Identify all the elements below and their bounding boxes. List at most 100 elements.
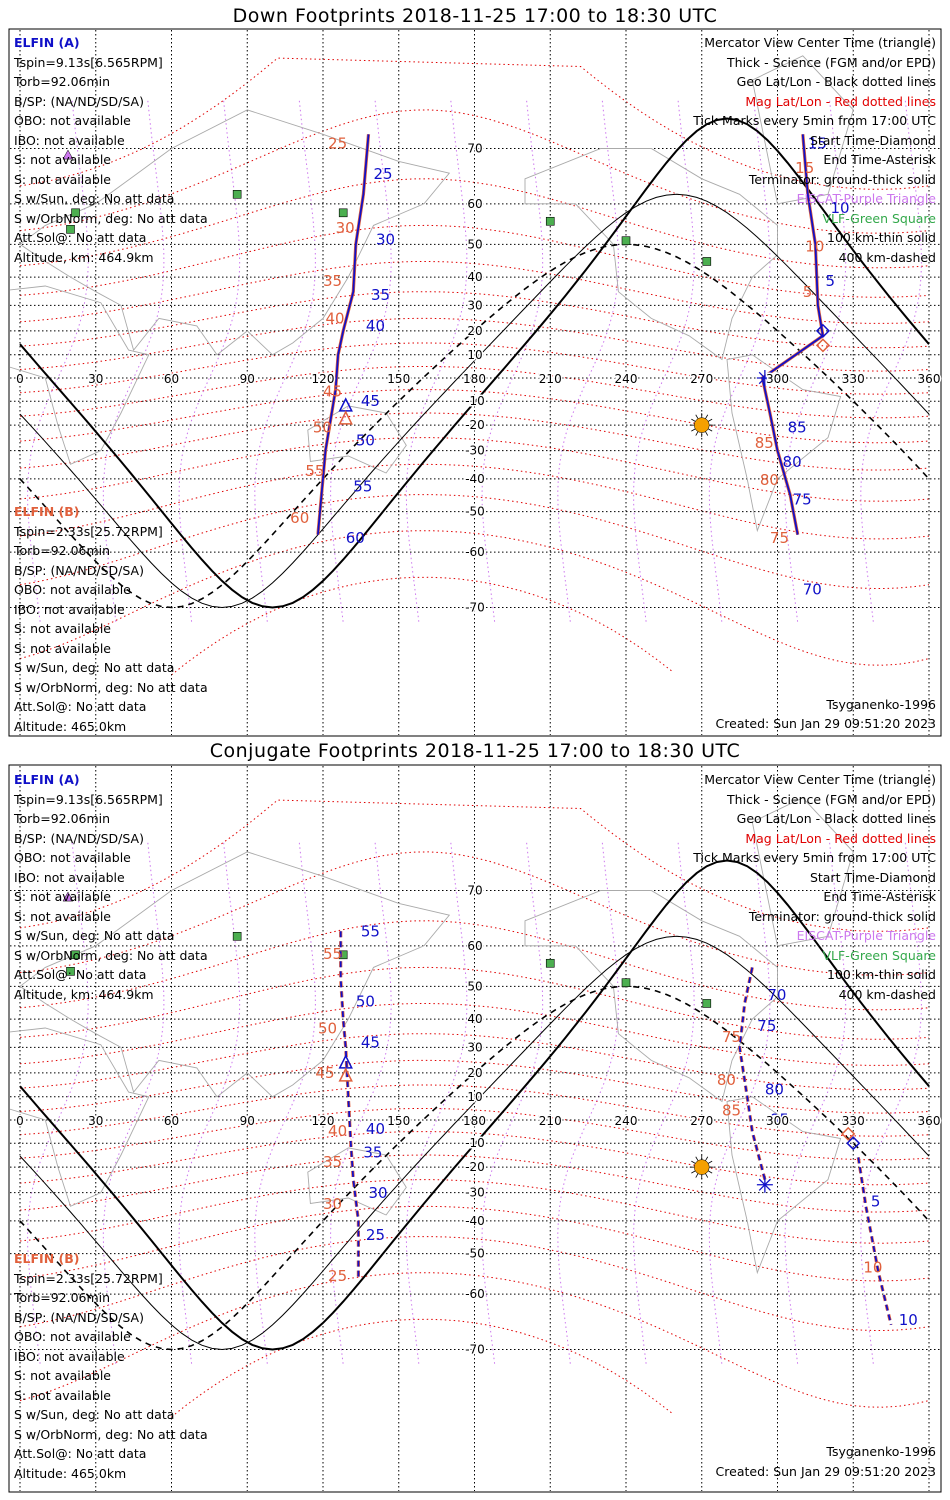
legend-center-time: Mercator View Center Time (triangle) bbox=[704, 772, 936, 787]
start-time-diamond bbox=[815, 338, 831, 353]
elfin-a-track-3 bbox=[857, 1157, 892, 1326]
lat-tick-label: -50 bbox=[465, 505, 485, 519]
center-time-triangle-b bbox=[338, 1067, 353, 1082]
elfin-a-track bbox=[317, 134, 370, 535]
elfin-a-tick-label: 85 bbox=[788, 419, 807, 437]
mag-latitude-line bbox=[19, 1033, 930, 1091]
mag-latitude-line bbox=[19, 291, 930, 349]
mag-latitude-line bbox=[19, 1003, 930, 1066]
lat-tick-label: 40 bbox=[467, 270, 482, 284]
map-down-footprints: 2530354045505560510157075808525303540455… bbox=[8, 28, 942, 737]
legend-start: Start Time-Diamond bbox=[809, 132, 936, 148]
vlf-station-square bbox=[545, 216, 555, 226]
elfin-a-tick-label: 50 bbox=[356, 993, 375, 1011]
legend-ticks: Tick Marks every 5min from 17:00 UTC bbox=[693, 850, 936, 865]
elfin-b-tick-label: 15 bbox=[795, 159, 814, 177]
sat-b-ibo: IBO: not available bbox=[14, 1348, 125, 1364]
elfin-b-tick-label: 30 bbox=[336, 219, 355, 237]
terminator-100km bbox=[19, 935, 930, 1351]
mag-latitude-line bbox=[19, 261, 930, 324]
lat-tick-label: -20 bbox=[465, 1160, 485, 1174]
sat-a-swsun: S w/Sun, deg: No att data bbox=[14, 928, 175, 943]
lat-tick-label: 60 bbox=[467, 197, 482, 211]
elfin-b-tick-label: 10 bbox=[863, 1259, 882, 1277]
elfin-a-tick-label: 85 bbox=[770, 1111, 789, 1129]
lon-tick-label: 90 bbox=[240, 372, 255, 386]
elfin-b-tick-label: 50 bbox=[313, 419, 332, 437]
elfin-b-tick-label: 80 bbox=[760, 471, 779, 489]
lat-tick-label: 60 bbox=[467, 939, 482, 953]
elfin-b-tick-label: 85 bbox=[722, 1101, 741, 1119]
elfin-a-tick-label: 50 bbox=[356, 431, 375, 449]
sat-a-ibo: IBO: not available bbox=[14, 869, 125, 885]
sat-a-obo: OBO: not available bbox=[14, 850, 131, 865]
sat-b-tspin: Tspin=2.33s[25.72RPM] bbox=[14, 1270, 163, 1286]
sun-ray bbox=[707, 1170, 713, 1174]
sat-a-s2: S: not available bbox=[14, 171, 111, 187]
lon-tick-label: 0 bbox=[16, 1114, 24, 1128]
sat-a-info-down: ELFIN (A) Tspin=9.13s[6.565RPM] Torb=92.… bbox=[14, 33, 208, 267]
sat-b-bsp: B/SP: (NA/ND/SD/SA) bbox=[14, 562, 144, 578]
sun-ray bbox=[704, 414, 709, 420]
lat-tick-label: -40 bbox=[465, 472, 485, 486]
center-time-triangle-b bbox=[338, 410, 353, 425]
sat-a-obo: OBO: not available bbox=[14, 113, 131, 128]
lat-tick-label: 30 bbox=[467, 298, 482, 312]
elfin-b-tick-label: 55 bbox=[323, 945, 342, 963]
legend-down: Mercator View Center Time (triangle) Thi… bbox=[693, 33, 936, 267]
lon-tick-label: 210 bbox=[539, 1114, 562, 1128]
lat-tick-label: -60 bbox=[465, 1287, 485, 1301]
coastline bbox=[726, 1096, 842, 1275]
legend-science: Thick - Science (FGM and/or EPD) bbox=[727, 54, 936, 70]
elfin-b-tick-label: 55 bbox=[305, 462, 324, 480]
sun-ray bbox=[691, 1170, 696, 1174]
elfin-b-tick-label: 40 bbox=[328, 1122, 347, 1140]
lon-tick-label: 120 bbox=[312, 372, 335, 386]
sat-a-s1: S: not available bbox=[14, 889, 111, 904]
coastline bbox=[751, 55, 854, 205]
end-time-asterisk bbox=[758, 371, 771, 385]
vlf-station-square bbox=[71, 208, 80, 218]
elfin-a-tick-label: 15 bbox=[808, 134, 827, 152]
start-time-diamond bbox=[841, 1126, 856, 1141]
lat-tick-label: -70 bbox=[465, 601, 485, 615]
lon-tick-label: 60 bbox=[164, 1114, 179, 1128]
elfin-b-tick-label: 45 bbox=[315, 1064, 334, 1082]
sun-ray bbox=[695, 430, 699, 436]
sat-b-attsol: Att.Sol@: No att data bbox=[14, 1446, 147, 1461]
elfin-a-tick-label: 45 bbox=[361, 1033, 380, 1051]
elfin-b-tick-label: 30 bbox=[323, 1195, 342, 1213]
legend-geo-grid: Geo Lat/Lon - Black dotted lines bbox=[736, 74, 936, 89]
mag-latitude-line bbox=[19, 851, 930, 976]
elfin-a-track bbox=[339, 931, 360, 1277]
elfin-a-tick-label: 35 bbox=[371, 286, 390, 304]
sat-b-s1: S: not available bbox=[14, 621, 111, 636]
coastline bbox=[19, 109, 451, 356]
legend-start: Start Time-Diamond bbox=[809, 869, 936, 885]
sun-ray bbox=[695, 1172, 699, 1178]
legend-100km: 100 km-thin solid bbox=[827, 230, 936, 245]
sat-b-sworb: S w/OrbNorm, deg: No att data bbox=[14, 1426, 208, 1442]
lon-tick-label: 60 bbox=[164, 372, 179, 386]
vlf-station-square bbox=[66, 967, 75, 976]
sun-ray bbox=[704, 1172, 709, 1178]
elfin-b-tick-label: 25 bbox=[328, 1267, 347, 1285]
elfin-a-tick-label: 25 bbox=[374, 165, 393, 183]
legend-eiscat: EISCAT-Purple Triangle bbox=[796, 928, 936, 943]
coastline bbox=[10, 1027, 150, 1207]
sat-a-alt: Altitude, km: 464.9km bbox=[14, 986, 154, 1002]
coastline bbox=[307, 1147, 407, 1216]
sat-b-bsp: B/SP: (NA/ND/SD/SA) bbox=[14, 1309, 144, 1325]
lat-tick-label: -20 bbox=[465, 418, 485, 432]
lon-tick-label: 360 bbox=[918, 1114, 941, 1128]
lat-tick-label: 20 bbox=[467, 324, 482, 338]
vlf-station-square bbox=[71, 950, 80, 960]
lon-tick-label: 300 bbox=[766, 372, 789, 386]
elfin-a-tick-label: 30 bbox=[368, 1184, 387, 1202]
sun-ray bbox=[691, 1160, 696, 1164]
elfin-b-tick-label: 35 bbox=[323, 1153, 342, 1171]
sat-b-sworb: S w/OrbNorm, deg: No att data bbox=[14, 679, 208, 695]
elfin-a-tick-label: 40 bbox=[366, 317, 385, 335]
sat-a-torb: Torb=92.06min bbox=[14, 74, 111, 89]
coastline bbox=[19, 851, 451, 1098]
